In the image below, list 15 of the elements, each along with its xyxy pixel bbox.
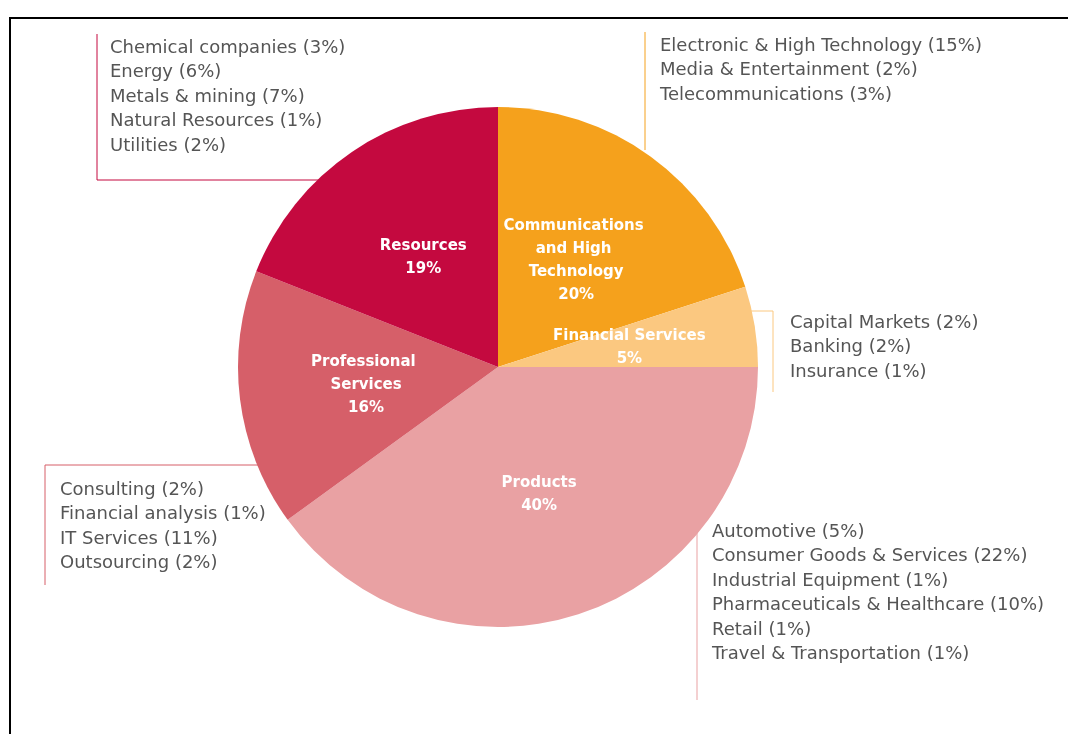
slice-label: Financial Services xyxy=(553,325,706,344)
slice-label: Professional Services xyxy=(311,351,421,393)
slice-label: Products xyxy=(501,472,577,491)
text: Automotive (5%) Consumer Goods & Services (22%) Industrial Equipment (1%) Pharmaceuticals & Healthcare (10%) Retail (1%) Travel & Transportation (1%) xyxy=(711,519,1045,664)
text: Chemical companies (3%) Energy (6%) Metals & mining (7%) Natural Resources (1%) Utilities (2%) xyxy=(110,35,346,155)
text: Electronic & High Technology (15%) Media & Entertainment (2%) Telecommunications (3%) xyxy=(659,33,982,104)
data-label: 16% xyxy=(348,397,384,416)
data-label: 20% xyxy=(558,284,595,303)
data-label: 5% xyxy=(616,348,643,367)
text: Capital Markets (2%) Banking (2%) Insurance (1%) xyxy=(790,310,979,381)
data-label: 40% xyxy=(521,495,558,514)
text: Consulting (2%) Financial analysis (1%) IT Services (11%) Outsourcing (2%) xyxy=(60,477,266,573)
data-label: 19% xyxy=(405,259,442,278)
slice-label: Communications and High Technology xyxy=(503,215,649,280)
slice-label: Resources xyxy=(379,236,467,255)
